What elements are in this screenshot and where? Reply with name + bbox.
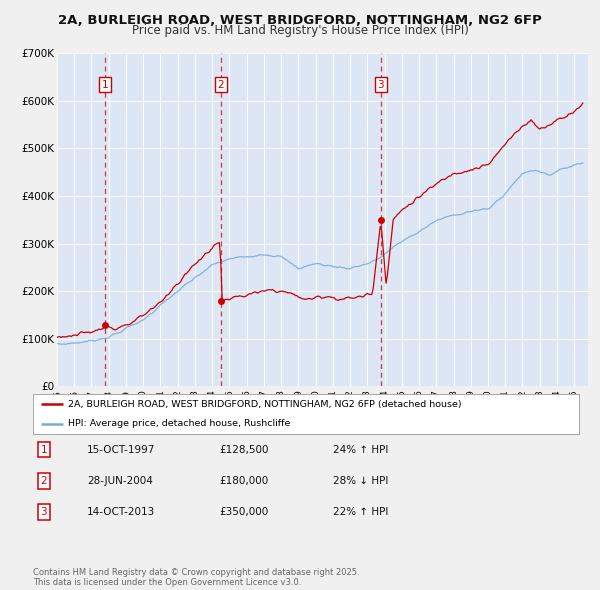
Text: 3: 3: [40, 507, 47, 517]
Text: 22% ↑ HPI: 22% ↑ HPI: [333, 507, 388, 517]
Text: 2: 2: [40, 476, 47, 486]
Text: 14-OCT-2013: 14-OCT-2013: [87, 507, 155, 517]
Text: 1: 1: [40, 445, 47, 454]
Text: 2A, BURLEIGH ROAD, WEST BRIDGFORD, NOTTINGHAM, NG2 6FP (detached house): 2A, BURLEIGH ROAD, WEST BRIDGFORD, NOTTI…: [68, 400, 462, 409]
Text: 15-OCT-1997: 15-OCT-1997: [87, 445, 155, 454]
Text: Contains HM Land Registry data © Crown copyright and database right 2025.
This d: Contains HM Land Registry data © Crown c…: [33, 568, 359, 587]
Text: 1: 1: [102, 80, 109, 90]
Text: 28% ↓ HPI: 28% ↓ HPI: [333, 476, 388, 486]
Text: 2A, BURLEIGH ROAD, WEST BRIDGFORD, NOTTINGHAM, NG2 6FP: 2A, BURLEIGH ROAD, WEST BRIDGFORD, NOTTI…: [58, 14, 542, 27]
Text: £350,000: £350,000: [219, 507, 268, 517]
Text: £180,000: £180,000: [219, 476, 268, 486]
Text: 28-JUN-2004: 28-JUN-2004: [87, 476, 153, 486]
Text: 3: 3: [377, 80, 384, 90]
Text: £128,500: £128,500: [219, 445, 269, 454]
Text: HPI: Average price, detached house, Rushcliffe: HPI: Average price, detached house, Rush…: [68, 419, 291, 428]
Text: 24% ↑ HPI: 24% ↑ HPI: [333, 445, 388, 454]
Text: Price paid vs. HM Land Registry's House Price Index (HPI): Price paid vs. HM Land Registry's House …: [131, 24, 469, 37]
Text: 2: 2: [217, 80, 224, 90]
